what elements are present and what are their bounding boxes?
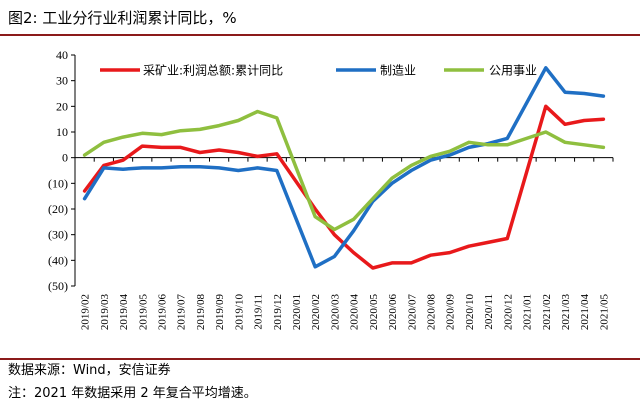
legend-label-utilities: 公用事业 — [489, 64, 537, 78]
x-tick-label: 2019/10 — [233, 294, 245, 331]
y-tick-label: 10 — [56, 125, 68, 139]
x-tick-label: 2019/02 — [80, 294, 92, 330]
x-tick-label: 2021/04 — [579, 294, 591, 331]
x-tick-label: 2020/04 — [349, 294, 361, 331]
x-tick-label: 2019/08 — [195, 294, 207, 331]
figure-title: 图2: 工业分行业利润累计同比，% — [8, 9, 237, 27]
bottom-rule — [0, 358, 640, 360]
x-axis-tick-labels: 2019/02 2019/03 2019/04 2019/05 2019/06 2019/… — [80, 294, 611, 331]
y-axis-tick-labels: 40 30 20 10 0 (10) (20) (30) (40) (50) — [48, 48, 68, 293]
y-tick-label: 0 — [62, 151, 68, 165]
legend: 采矿业:利润总额:累计同比 制造业 公用事业 — [100, 64, 537, 78]
legend-label-mining: 采矿业:利润总额:累计同比 — [143, 64, 283, 78]
x-tick-label: 2020/02 — [310, 294, 322, 330]
chart-axes — [71, 54, 614, 287]
x-tick-label: 2020/01 — [291, 294, 303, 330]
x-tick-label: 2021/01 — [522, 294, 534, 330]
x-tick-label: 2020/07 — [406, 294, 418, 331]
y-tick-label: (20) — [48, 202, 68, 216]
x-tick-label: 2020/10 — [464, 294, 476, 331]
y-tick-label: 30 — [56, 74, 68, 88]
top-rule — [0, 34, 640, 36]
y-tick-label: (10) — [48, 176, 68, 190]
x-tick-label: 2021/05 — [598, 294, 610, 331]
x-tick-label: 2019/06 — [156, 294, 168, 331]
x-tick-label: 2020/06 — [387, 294, 399, 331]
source-text: 数据来源：Wind，安信证券 — [8, 363, 171, 378]
series-line-3 — [82, 109, 606, 232]
series-lines — [82, 66, 606, 270]
x-tick-label: 2020/08 — [425, 294, 437, 331]
x-tick-label: 2019/07 — [176, 294, 188, 331]
legend-label-manufacturing: 制造业 — [380, 64, 416, 78]
x-tick-label: 2021/02 — [541, 294, 553, 330]
x-tick-label: 2019/04 — [118, 294, 130, 331]
x-tick-label: 2020/09 — [445, 294, 457, 331]
series-line-2 — [82, 66, 606, 269]
x-tick-label: 2019/03 — [99, 294, 111, 331]
x-tick-label: 2020/03 — [329, 294, 341, 331]
x-tick-label: 2019/12 — [272, 294, 284, 330]
x-tick-label: 2019/05 — [137, 294, 149, 331]
x-tick-label: 2020/12 — [502, 294, 514, 330]
x-tick-label: 2021/03 — [560, 294, 572, 331]
y-tick-label: (40) — [48, 253, 68, 267]
x-tick-label: 2020/05 — [368, 294, 380, 331]
y-tick-label: (30) — [48, 228, 68, 242]
x-tick-label: 2020/11 — [483, 294, 495, 330]
y-tick-label: (50) — [48, 279, 68, 293]
y-tick-label: 40 — [56, 48, 68, 62]
x-tick-label: 2019/11 — [253, 294, 265, 330]
note-text: 注：2021 年数据采用 2 年复合平均增速。 — [8, 386, 257, 401]
x-tick-label: 2019/09 — [214, 294, 226, 331]
y-tick-label: 20 — [56, 99, 68, 113]
